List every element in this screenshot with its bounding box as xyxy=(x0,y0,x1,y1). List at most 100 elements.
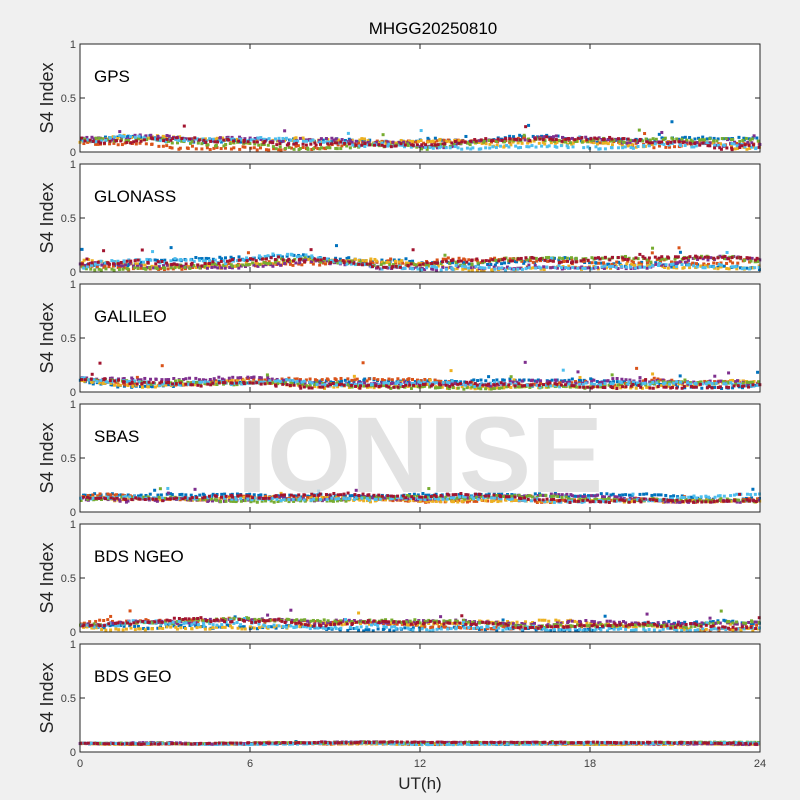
data-point xyxy=(537,383,541,387)
data-point xyxy=(218,139,222,143)
data-point xyxy=(441,265,445,269)
data-point xyxy=(238,625,242,629)
data-point xyxy=(288,493,292,497)
data-point xyxy=(528,139,532,143)
data-point xyxy=(329,499,333,503)
data-point xyxy=(311,256,315,260)
data-point xyxy=(663,381,667,385)
data-point xyxy=(673,145,677,149)
data-point xyxy=(505,385,509,389)
data-point xyxy=(672,381,676,385)
data-point xyxy=(368,143,372,147)
data-point xyxy=(213,137,217,141)
data-point xyxy=(317,489,321,493)
data-point xyxy=(94,142,98,146)
data-point xyxy=(284,381,288,385)
data-point xyxy=(396,385,400,389)
data-point xyxy=(114,139,118,143)
data-point xyxy=(567,382,571,386)
data-point xyxy=(424,143,428,147)
data-point xyxy=(229,147,233,151)
data-point xyxy=(115,378,119,382)
data-point xyxy=(429,495,433,499)
data-point xyxy=(102,626,106,630)
data-point xyxy=(139,378,143,382)
data-point xyxy=(653,139,657,143)
data-point xyxy=(463,497,467,501)
data-point xyxy=(671,262,675,266)
data-point xyxy=(553,139,557,143)
data-point xyxy=(330,496,334,500)
data-point xyxy=(344,499,348,503)
data-point xyxy=(85,265,89,269)
data-point xyxy=(259,376,263,380)
data-point xyxy=(678,260,682,264)
data-point xyxy=(205,262,209,266)
data-point xyxy=(486,499,490,503)
data-point xyxy=(540,627,544,631)
data-point xyxy=(212,146,216,150)
data-point xyxy=(192,383,196,387)
data-point xyxy=(527,266,531,270)
data-point xyxy=(551,265,555,269)
data-point xyxy=(293,498,297,502)
data-point xyxy=(741,499,745,503)
data-point xyxy=(270,625,274,629)
data-point xyxy=(215,146,219,150)
data-point xyxy=(718,146,722,150)
data-point xyxy=(457,498,461,502)
data-point xyxy=(543,500,547,504)
data-point xyxy=(274,147,278,151)
data-point xyxy=(337,497,341,501)
data-point xyxy=(713,146,717,150)
y-tick-label: 0 xyxy=(70,387,76,399)
data-point xyxy=(623,257,627,261)
data-point xyxy=(223,381,227,385)
data-point xyxy=(469,383,473,387)
data-point xyxy=(434,492,438,496)
data-point xyxy=(150,385,154,389)
data-point xyxy=(553,382,557,386)
data-point xyxy=(559,260,563,264)
data-point xyxy=(743,143,747,147)
data-point xyxy=(122,264,126,268)
data-point xyxy=(520,379,524,383)
data-point xyxy=(213,265,217,269)
data-point xyxy=(502,386,506,390)
data-point xyxy=(80,247,84,251)
data-point xyxy=(377,493,381,497)
data-point xyxy=(217,375,221,379)
data-point xyxy=(487,375,491,379)
data-point xyxy=(508,259,512,263)
data-point xyxy=(708,379,712,383)
data-point xyxy=(553,141,557,145)
data-point xyxy=(702,499,706,503)
data-point xyxy=(539,257,543,261)
data-point xyxy=(89,267,93,271)
data-point xyxy=(644,378,648,382)
data-point xyxy=(237,255,241,259)
data-point xyxy=(124,263,128,267)
data-point xyxy=(695,141,699,145)
data-point xyxy=(392,496,396,500)
data-point xyxy=(703,255,707,259)
data-point xyxy=(656,385,660,389)
data-point xyxy=(290,253,294,257)
data-point xyxy=(616,267,620,271)
data-point xyxy=(254,264,258,268)
data-point xyxy=(165,261,169,265)
data-point xyxy=(146,627,150,631)
data-point xyxy=(167,378,171,382)
data-point xyxy=(245,259,249,263)
data-point xyxy=(729,381,733,385)
data-point xyxy=(678,500,682,504)
data-point xyxy=(635,383,639,387)
data-point xyxy=(232,381,236,385)
data-point xyxy=(315,498,319,502)
data-point xyxy=(470,258,474,262)
data-point xyxy=(144,134,148,138)
data-point xyxy=(81,139,85,143)
data-point xyxy=(722,264,726,268)
data-point xyxy=(203,259,207,263)
data-point xyxy=(417,261,421,265)
